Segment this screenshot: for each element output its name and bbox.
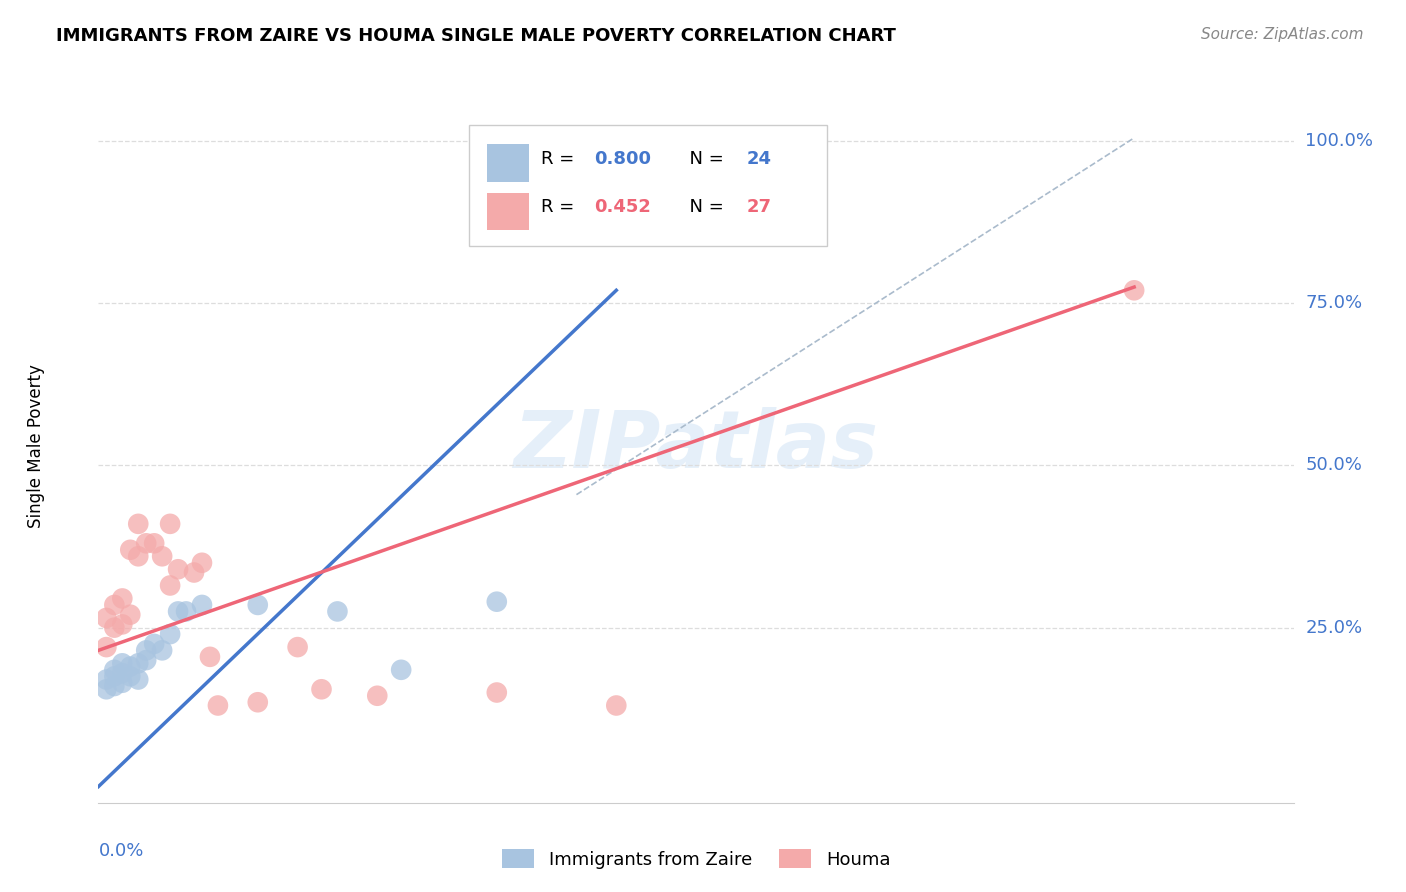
Point (120, 542, 142, 557)
Point (326, 604, 349, 618)
Point (120, 669, 142, 683)
FancyBboxPatch shape (470, 125, 827, 246)
Point (103, 663, 125, 677)
Point (183, 566, 205, 580)
Text: IMMIGRANTS FROM ZAIRE VS HOUMA SINGLE MALE POVERTY CORRELATION CHART: IMMIGRANTS FROM ZAIRE VS HOUMA SINGLE MA… (56, 27, 896, 45)
Text: N =: N = (678, 150, 730, 168)
Point (127, 657, 149, 671)
Point (111, 591, 134, 606)
Point (96, 611, 118, 625)
Point (96, 673, 118, 687)
Point (207, 698, 229, 713)
Text: R =: R = (540, 198, 579, 216)
Text: 27: 27 (747, 198, 770, 216)
Point (159, 627, 181, 641)
Legend: Immigrants from Zaire, Houma: Immigrants from Zaire, Houma (495, 841, 897, 876)
Text: N =: N = (678, 198, 730, 216)
Point (103, 679, 125, 693)
Point (246, 695, 269, 709)
Point (135, 536, 157, 550)
Point (127, 516, 149, 531)
Text: 75.0%: 75.0% (1305, 294, 1362, 312)
Point (366, 689, 388, 703)
Point (174, 604, 197, 618)
Point (103, 669, 125, 683)
Text: Source: ZipAtlas.com: Source: ZipAtlas.com (1201, 27, 1364, 42)
Point (485, 685, 508, 699)
Point (287, 640, 309, 654)
Text: 25.0%: 25.0% (1305, 619, 1362, 637)
Point (143, 536, 166, 550)
Point (1123, 283, 1146, 297)
Point (120, 659, 142, 673)
Text: 100.0%: 100.0% (1305, 132, 1374, 150)
Point (150, 549, 173, 564)
Point (127, 673, 149, 687)
Text: R =: R = (540, 150, 579, 168)
Point (103, 598, 125, 612)
Point (485, 595, 508, 609)
Point (159, 516, 181, 531)
Point (103, 621, 125, 635)
FancyBboxPatch shape (486, 193, 529, 230)
Text: 24: 24 (747, 150, 770, 168)
Point (167, 562, 190, 576)
Point (111, 617, 134, 632)
Point (143, 637, 166, 651)
Point (167, 604, 190, 618)
Point (96, 682, 118, 697)
Text: Single Male Poverty: Single Male Poverty (27, 364, 45, 528)
Point (135, 653, 157, 667)
Point (96, 640, 118, 654)
Point (111, 675, 134, 690)
Text: ZIPatlas: ZIPatlas (513, 407, 879, 485)
Point (605, 698, 627, 713)
Point (389, 663, 412, 677)
Point (127, 549, 149, 564)
Point (111, 666, 134, 681)
Point (191, 598, 214, 612)
Text: 0.800: 0.800 (595, 150, 651, 168)
FancyBboxPatch shape (486, 145, 529, 182)
Text: 0.0%: 0.0% (98, 842, 143, 860)
Text: 50.0%: 50.0% (1305, 457, 1362, 475)
Point (120, 607, 142, 622)
Point (135, 643, 157, 657)
Point (191, 556, 214, 570)
Text: 0.452: 0.452 (595, 198, 651, 216)
Point (159, 578, 181, 592)
Point (246, 598, 269, 612)
Point (311, 682, 333, 697)
Point (111, 657, 134, 671)
Point (198, 649, 221, 664)
Point (150, 643, 173, 657)
